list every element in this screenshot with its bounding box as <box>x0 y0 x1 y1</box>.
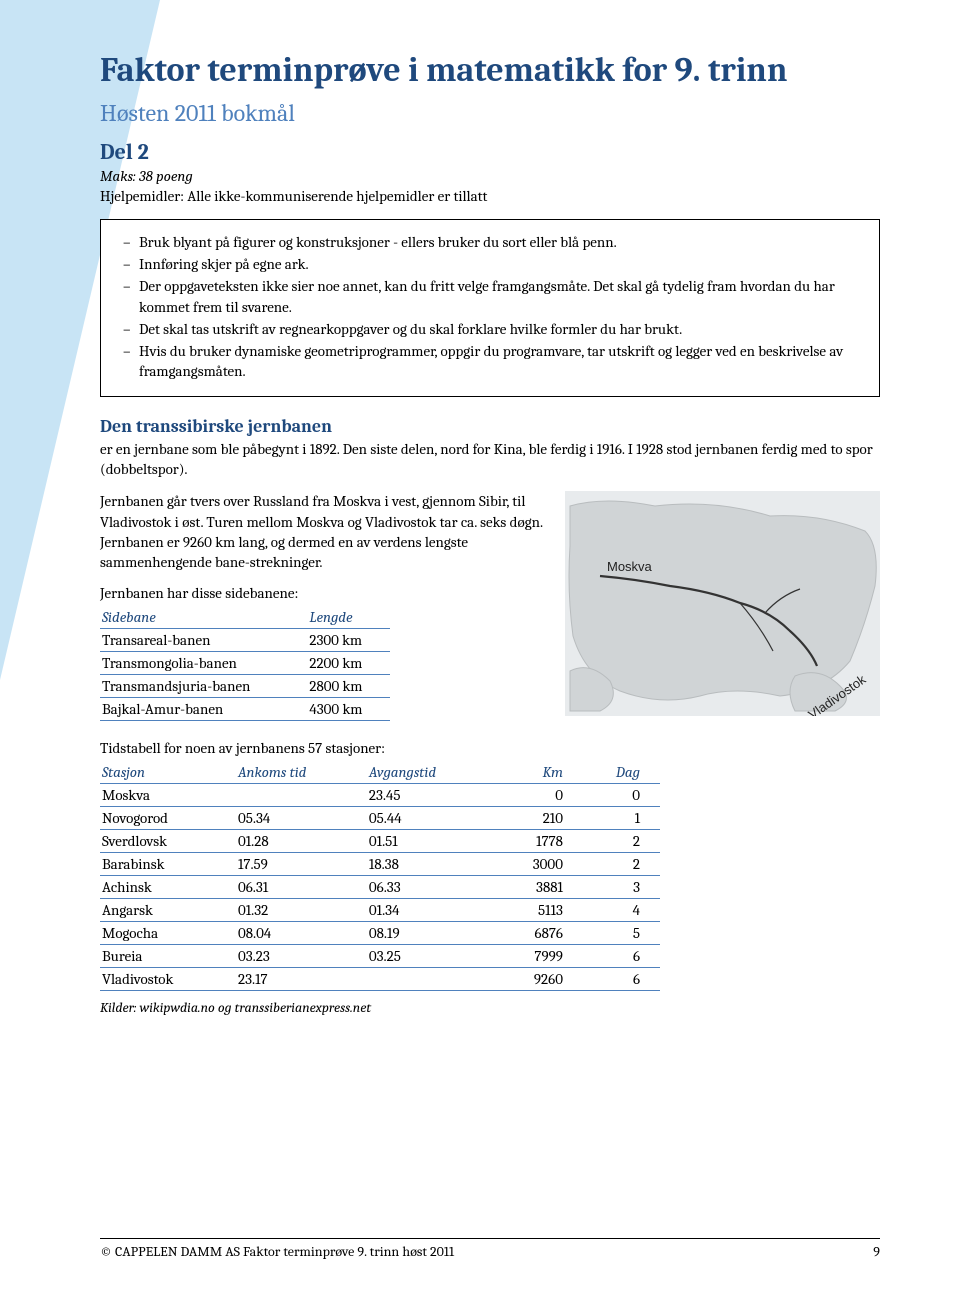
table-cell: 6876 <box>496 922 583 945</box>
table-cell: 05.44 <box>367 807 496 830</box>
table-cell: Barabinsk <box>100 853 236 876</box>
hjelpemidler: Hjelpemidler: Alle ikke-kommuniserende h… <box>100 187 880 205</box>
table-cell: 7999 <box>496 945 583 968</box>
table-header: Dag <box>583 761 660 784</box>
table-cell: 3000 <box>496 853 583 876</box>
table-cell: Mogocha <box>100 922 236 945</box>
page-number: 9 <box>873 1243 880 1260</box>
table-cell: Novogorod <box>100 807 236 830</box>
tidstabell: Stasjon Ankoms tid Avgangstid Km Dag Mos… <box>100 761 660 991</box>
table-cell: 05.34 <box>236 807 367 830</box>
table-cell: 5 <box>583 922 660 945</box>
table-header: Ankoms tid <box>236 761 367 784</box>
table-cell: Achinsk <box>100 876 236 899</box>
table-cell: Moskva <box>100 784 236 807</box>
table-cell: 3 <box>583 876 660 899</box>
table-cell: 23.17 <box>236 968 367 991</box>
table-cell: Bureia <box>100 945 236 968</box>
table-cell: 08.04 <box>236 922 367 945</box>
table-cell: Transmandsjuria-banen <box>100 675 307 698</box>
table-cell: 08.19 <box>367 922 496 945</box>
table-cell: 03.25 <box>367 945 496 968</box>
map-label-moskva: Moskva <box>607 559 652 574</box>
table-cell: 3881 <box>496 876 583 899</box>
table-cell: 23.45 <box>367 784 496 807</box>
sidebane-intro: Jernbanen har disse sidebanene: <box>100 584 545 602</box>
table-cell: 0 <box>583 784 660 807</box>
instruction-item: Bruk blyant på figurer og konstruksjoner… <box>123 232 863 252</box>
table-cell: Vladivostok <box>100 968 236 991</box>
instruction-item: Innføring skjer på egne ark. <box>123 254 863 274</box>
table-cell: 4 <box>583 899 660 922</box>
instruction-item: Det skal tas utskrift av regnearkoppgave… <box>123 319 863 339</box>
table-header: Stasjon <box>100 761 236 784</box>
instructions-box: Bruk blyant på figurer og konstruksjoner… <box>100 219 880 397</box>
sidebane-table: Sidebane Lengde Transareal-banen2300 kmT… <box>100 606 390 721</box>
table-cell: Sverdlovsk <box>100 830 236 853</box>
table-cell: 5113 <box>496 899 583 922</box>
intro-text: er en jernbane som ble påbegynt i 1892. … <box>100 440 873 478</box>
maks-poeng: Maks: 38 poeng <box>100 167 880 185</box>
paragraph-2: Jernbanen går tvers over Russland fra Mo… <box>100 491 545 572</box>
table-cell: Angarsk <box>100 899 236 922</box>
instruction-item: Hvis du bruker dynamiske geometriprogram… <box>123 341 863 382</box>
table-header: Sidebane <box>100 606 307 629</box>
table-cell: 01.28 <box>236 830 367 853</box>
table-header: Km <box>496 761 583 784</box>
table-cell: 6 <box>583 968 660 991</box>
table-cell: 03.23 <box>236 945 367 968</box>
page-title: Faktor terminprøve i matematikk for 9. t… <box>100 50 880 91</box>
page-content: Faktor terminprøve i matematikk for 9. t… <box>0 0 960 1056</box>
table-cell: 01.51 <box>367 830 496 853</box>
del-label: Del 2 <box>100 139 880 165</box>
page-footer: © CAPPELEN DAMM AS Faktor terminprøve 9.… <box>100 1238 880 1260</box>
table-cell: 06.33 <box>367 876 496 899</box>
table-cell: 0 <box>496 784 583 807</box>
table-cell: Transmongolia-banen <box>100 652 307 675</box>
table-cell: 06.31 <box>236 876 367 899</box>
section-heading: Den transsibirske jernbanen <box>100 416 332 437</box>
table-cell: 2 <box>583 830 660 853</box>
table-cell: 01.34 <box>367 899 496 922</box>
table-cell: 18.38 <box>367 853 496 876</box>
table-cell: Transareal-banen <box>100 629 307 652</box>
table-cell: 6 <box>583 945 660 968</box>
table-cell: 210 <box>496 807 583 830</box>
table-cell: 2200 km <box>307 652 390 675</box>
table-cell: 1778 <box>496 830 583 853</box>
table-cell <box>367 968 496 991</box>
table-cell: 2300 km <box>307 629 390 652</box>
map-image: Moskva Vladivostok <box>565 491 880 716</box>
intro-paragraph: Den transsibirske jernbanen er en jernba… <box>100 415 880 480</box>
table-cell: 4300 km <box>307 698 390 721</box>
kilder: Kilder: wikipwdia.no og transsiberianexp… <box>100 999 880 1016</box>
table-cell: 2800 km <box>307 675 390 698</box>
table-cell: 1 <box>583 807 660 830</box>
table-cell: Bajkal-Amur-banen <box>100 698 307 721</box>
page-subtitle: Høsten 2011 bokmål <box>100 99 880 127</box>
table-cell: 17.59 <box>236 853 367 876</box>
footer-left: © CAPPELEN DAMM AS Faktor terminprøve 9.… <box>100 1243 454 1260</box>
tidstabell-intro: Tidstabell for noen av jernbanens 57 sta… <box>100 739 880 757</box>
table-cell: 2 <box>583 853 660 876</box>
table-header: Lengde <box>307 606 390 629</box>
table-cell <box>236 784 367 807</box>
instruction-item: Der oppgaveteksten ikke sier noe annet, … <box>123 276 863 317</box>
table-cell: 01.32 <box>236 899 367 922</box>
table-header: Avgangstid <box>367 761 496 784</box>
table-cell: 9260 <box>496 968 583 991</box>
